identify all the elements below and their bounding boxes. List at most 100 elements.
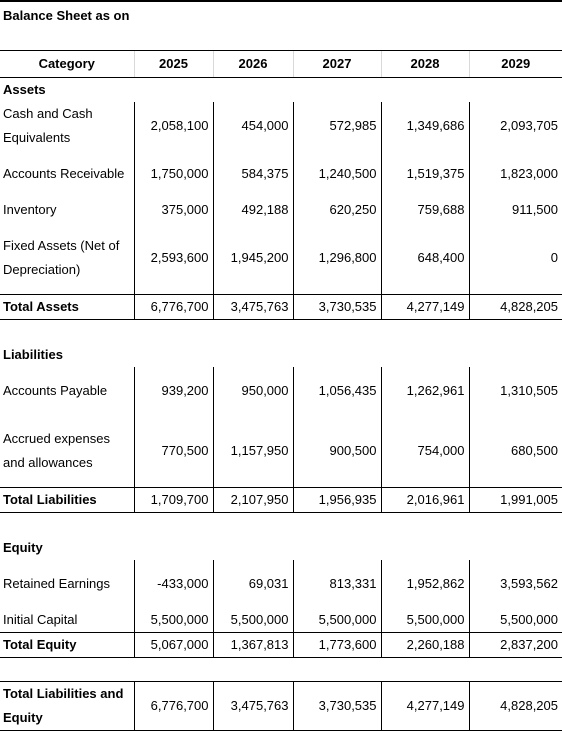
- total-value: 4,828,205: [468, 293, 562, 320]
- total-value: 4,277,149: [380, 293, 469, 320]
- balance-sheet-table: Category 2025 2026 2027 2028 2029 Assets…: [0, 50, 562, 731]
- cell-value: 492,188: [212, 198, 293, 222]
- cell-value: 5,500,000: [468, 608, 562, 633]
- spacer-row: [0, 319, 562, 343]
- cell-value: 5,500,000: [292, 608, 381, 633]
- total-value: 1,367,813: [212, 632, 293, 658]
- cell-value: 900,500: [292, 415, 381, 487]
- total-label: Total Equity: [0, 632, 134, 658]
- grand-total-value: 3,730,535: [292, 681, 381, 731]
- header-year: 2027: [292, 50, 381, 78]
- cell-value: 1,952,862: [380, 560, 469, 608]
- header-year: 2028: [380, 50, 469, 78]
- cell-value: 1,519,375: [380, 150, 469, 198]
- cell-value: 1,823,000: [468, 150, 562, 198]
- table-row: Accounts Receivable 1,750,000 584,375 1,…: [0, 150, 562, 198]
- cell-value: 1,240,500: [292, 150, 381, 198]
- cell-value: 5,500,000: [212, 608, 293, 633]
- cell-value: 1,262,961: [380, 367, 469, 415]
- header-year: 2025: [133, 50, 213, 78]
- total-row: Total Assets 6,776,700 3,475,763 3,730,5…: [0, 293, 562, 320]
- assets-heading: Assets: [3, 82, 46, 97]
- table-row: Fixed Assets (Net of Depreciation) 2,593…: [0, 222, 562, 294]
- row-label: Accounts Payable: [3, 383, 108, 398]
- table-row: Accounts Payable 939,200 950,000 1,056,4…: [0, 367, 562, 415]
- equity-heading: Equity: [3, 540, 43, 555]
- spacer-row: [0, 658, 562, 682]
- total-value: 1,709,700: [133, 486, 213, 513]
- row-label: Accounts Receivable: [3, 166, 125, 181]
- cell-value: 813,331: [292, 560, 381, 608]
- cell-value: 1,945,200: [212, 222, 293, 294]
- cell-value: 5,500,000: [133, 608, 213, 633]
- cell-value: 454,000: [212, 102, 293, 150]
- cell-value: 1,349,686: [380, 102, 469, 150]
- cell-value: 648,400: [380, 222, 469, 294]
- cell-value: 1,056,435: [292, 367, 381, 415]
- cell-value: 3,593,562: [468, 560, 562, 608]
- cell-value: 680,500: [468, 415, 562, 487]
- cell-value: 2,093,705: [468, 102, 562, 150]
- cell-value: 939,200: [133, 367, 213, 415]
- total-value: 2,260,188: [380, 632, 469, 658]
- cell-value: 2,593,600: [133, 222, 213, 294]
- cell-value: 1,296,800: [292, 222, 381, 294]
- total-label: Total Assets: [0, 293, 134, 320]
- cell-value: 911,500: [468, 198, 562, 222]
- total-row: Total Equity 5,067,000 1,367,813 1,773,6…: [0, 632, 562, 658]
- header-category: Category: [0, 50, 134, 78]
- cell-value: 1,750,000: [133, 150, 213, 198]
- grand-total-value: 4,828,205: [468, 681, 562, 731]
- cell-value: 572,985: [292, 102, 381, 150]
- total-value: 3,475,763: [212, 293, 293, 320]
- cell-value: 375,000: [133, 198, 213, 222]
- total-value: 1,956,935: [292, 486, 381, 513]
- spacer-row: [0, 512, 562, 536]
- total-value: 2,016,961: [380, 486, 469, 513]
- table-row: Retained Earnings -433,000 69,031 813,33…: [0, 560, 562, 608]
- cell-value: 950,000: [212, 367, 293, 415]
- grand-total-value: 3,475,763: [212, 681, 293, 731]
- table-row: Cash and Cash Equivalents 2,058,100 454,…: [0, 102, 562, 150]
- section-heading-row: Assets: [0, 78, 562, 103]
- row-label: Initial Capital: [3, 612, 78, 627]
- section-heading-row: Liabilities: [0, 343, 562, 367]
- row-label: Inventory: [3, 202, 57, 217]
- row-label: Cash and Cash Equivalents: [3, 106, 93, 145]
- liabilities-heading: Liabilities: [3, 347, 63, 362]
- cell-value: 1,157,950: [212, 415, 293, 487]
- total-value: 1,991,005: [468, 486, 562, 513]
- cell-value: 754,000: [380, 415, 469, 487]
- cell-value: -433,000: [133, 560, 213, 608]
- table-row: Initial Capital 5,500,000 5,500,000 5,50…: [0, 608, 562, 633]
- row-label: Retained Earnings: [3, 576, 110, 591]
- cell-value: 770,500: [133, 415, 213, 487]
- total-label: Total Liabilities: [0, 486, 134, 513]
- cell-value: 69,031: [212, 560, 293, 608]
- total-value: 1,773,600: [292, 632, 381, 658]
- total-value: 2,837,200: [468, 632, 562, 658]
- header-year: 2026: [212, 50, 293, 78]
- cell-value: 584,375: [212, 150, 293, 198]
- total-value: 3,730,535: [292, 293, 381, 320]
- grand-total-label: Total Liabilities and Equity: [0, 681, 134, 731]
- table-row: Inventory 375,000 492,188 620,250 759,68…: [0, 198, 562, 222]
- cell-value: 0: [468, 222, 562, 294]
- grand-total-row: Total Liabilities and Equity 6,776,700 3…: [0, 681, 562, 731]
- cell-value: 5,500,000: [380, 608, 469, 633]
- total-value: 2,107,950: [212, 486, 293, 513]
- grand-total-value: 6,776,700: [133, 681, 213, 731]
- total-value: 5,067,000: [133, 632, 213, 658]
- grand-total-value: 4,277,149: [380, 681, 469, 731]
- row-label: Accrued expenses and allowances: [3, 430, 110, 470]
- section-heading-row: Equity: [0, 536, 562, 560]
- table-row: Accrued expenses and allowances 770,500 …: [0, 415, 562, 487]
- header-row: Category 2025 2026 2027 2028 2029: [0, 50, 562, 78]
- sheet-title: Balance Sheet as on: [3, 8, 130, 23]
- cell-value: 1,310,505: [468, 367, 562, 415]
- total-value: 6,776,700: [133, 293, 213, 320]
- cell-value: 2,058,100: [133, 102, 213, 150]
- header-year: 2029: [468, 50, 562, 78]
- cell-value: 620,250: [292, 198, 381, 222]
